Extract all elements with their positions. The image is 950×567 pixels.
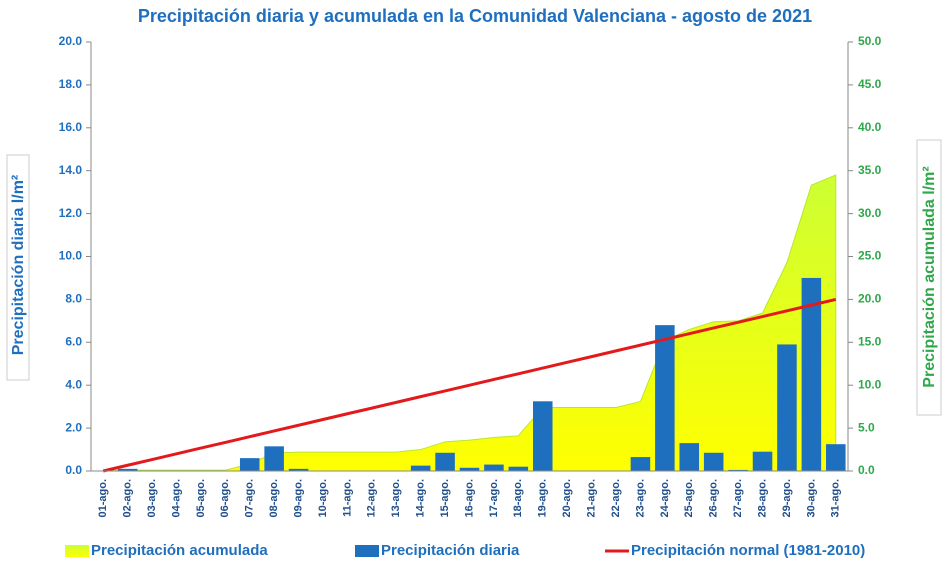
x-tick-label: 25-ago.	[683, 479, 695, 518]
x-tick-label: 20-ago.	[561, 479, 573, 518]
y2-tick-label: 45.0	[858, 77, 882, 91]
bar	[655, 325, 675, 471]
bar	[508, 466, 529, 471]
legend-label: Precipitación acumulada	[91, 542, 268, 559]
legend-label: Precipitación normal (1981-2010)	[631, 542, 865, 559]
y-tick-label: 2.0	[65, 420, 82, 434]
x-tick-label: 23-ago.	[634, 479, 646, 518]
x-tick-label: 07-ago.	[244, 479, 256, 518]
y-tick-label: 18.0	[59, 77, 83, 91]
x-tick-label: 28-ago.	[756, 479, 768, 518]
bar	[484, 464, 504, 471]
x-tick-label: 31-ago.	[830, 479, 842, 518]
bar	[777, 344, 797, 471]
x-tick-label: 09-ago.	[292, 479, 304, 518]
y-tick-label: 8.0	[65, 292, 82, 306]
y-tick-label: 10.0	[59, 249, 83, 263]
y-axis-label: Precipitación diaria l/m²	[10, 175, 27, 356]
legend-label: Precipitación diaria	[381, 542, 520, 559]
x-tick-label: 26-ago.	[708, 479, 720, 518]
legend-swatch	[65, 545, 89, 557]
y2-label-box	[916, 139, 942, 416]
x-tick-label: 12-ago.	[366, 479, 378, 518]
y-tick-label: 4.0	[65, 377, 82, 391]
y-tick-label: 16.0	[59, 120, 83, 134]
bar	[239, 458, 260, 471]
x-tick-label: 29-ago.	[781, 479, 793, 518]
x-tick-label: 27-ago.	[732, 479, 744, 518]
y-tick-label: 12.0	[59, 206, 83, 220]
x-tick-label: 21-ago.	[586, 479, 598, 518]
x-tick-label: 18-ago.	[512, 479, 524, 518]
y2-tick-label: 30.0	[858, 206, 882, 220]
x-tick-label: 13-ago.	[390, 479, 402, 518]
bar	[532, 401, 553, 471]
x-tick-label: 03-ago.	[146, 479, 158, 518]
bar	[630, 457, 651, 471]
bar	[117, 468, 138, 471]
x-tick-label: 15-ago.	[439, 479, 451, 518]
line	[102, 297, 837, 473]
bar	[728, 469, 748, 471]
y2-tick-label: 50.0	[858, 34, 882, 48]
x-tick-label: 04-ago.	[170, 479, 182, 518]
x-tick-label: 14-ago.	[415, 479, 427, 518]
x-tick-label: 11-ago.	[341, 479, 353, 517]
x-tick-label: 08-ago.	[268, 479, 280, 518]
bar	[435, 452, 455, 471]
bar	[410, 465, 431, 471]
bar	[752, 451, 773, 471]
x-tick-label: 10-ago.	[317, 479, 329, 518]
y2-tick-label: 25.0	[858, 249, 882, 263]
x-tick-label: 19-ago.	[537, 479, 549, 518]
legend-swatch	[355, 545, 379, 557]
y2-tick-label: 0.0	[858, 463, 875, 477]
y-tick-label: 20.0	[59, 34, 83, 48]
y2-tick-label: 35.0	[858, 163, 882, 177]
bar	[459, 467, 480, 471]
chart-title: Precipitación diaria y acumulada en la C…	[138, 6, 812, 26]
x-tick-label: 24-ago.	[659, 479, 671, 518]
bar	[826, 444, 846, 471]
bar	[801, 277, 822, 471]
y-tick-label: 0.0	[65, 463, 82, 477]
y-label-box	[6, 154, 30, 381]
x-tick-label: 06-ago.	[219, 479, 231, 518]
y2-tick-label: 40.0	[858, 120, 882, 134]
x-tick-label: 17-ago.	[488, 479, 500, 518]
area	[103, 174, 837, 472]
y2-tick-label: 10.0	[858, 377, 882, 391]
bar	[703, 452, 724, 471]
y2-tick-label: 15.0	[858, 334, 882, 348]
x-tick-label: 01-ago.	[97, 479, 109, 518]
y2-axis-label: Precipitación acumulada l/m²	[921, 166, 938, 387]
x-tick-label: 02-ago.	[122, 479, 134, 518]
bar	[679, 443, 700, 471]
x-tick-label: 22-ago.	[610, 479, 622, 518]
x-tick-label: 30-ago.	[805, 479, 817, 518]
y2-tick-label: 20.0	[858, 292, 882, 306]
bar	[288, 468, 309, 471]
bar	[264, 446, 284, 471]
y-tick-label: 14.0	[59, 163, 83, 177]
y-tick-label: 6.0	[65, 334, 82, 348]
y2-tick-label: 5.0	[858, 420, 875, 434]
x-tick-label: 05-ago.	[195, 479, 207, 518]
x-tick-label: 16-ago.	[463, 479, 475, 518]
